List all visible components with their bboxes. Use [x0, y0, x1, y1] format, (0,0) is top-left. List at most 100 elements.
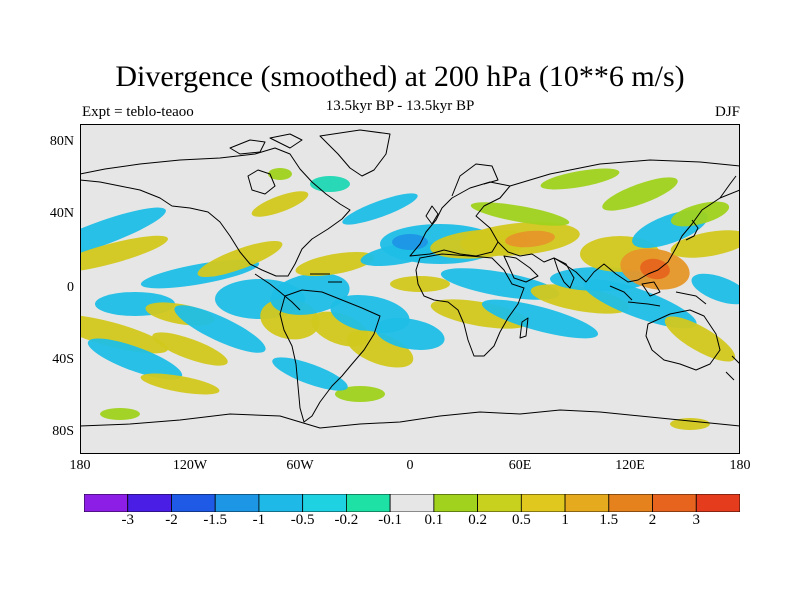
colorbar-box-5 — [302, 494, 347, 512]
coast-british-isles — [425, 205, 439, 225]
lon-label-120w: 120W — [172, 458, 208, 473]
field-contour-36 — [691, 273, 740, 305]
colorbar-label-0: -3 — [121, 512, 134, 528]
colorbar-box-8 — [433, 494, 479, 512]
lon-label-60e: 60E — [508, 458, 532, 473]
colorbar-box-7 — [389, 494, 435, 512]
field-contour-35 — [670, 230, 740, 258]
coast-north-america — [80, 147, 351, 277]
field-contour-46 — [335, 386, 385, 402]
field-contour-28 — [530, 284, 630, 314]
coast-south-america — [279, 289, 381, 423]
period-label: 13.5kyr BP - 13.5kyr BP — [325, 98, 475, 114]
field-contour-40 — [251, 191, 309, 217]
coast-africa — [415, 253, 525, 357]
coast-antarctica — [80, 409, 740, 429]
field-contour-47 — [272, 357, 348, 391]
field-contour-44 — [602, 177, 678, 211]
coast-caribbean — [310, 273, 342, 283]
colorbar-label-12: 2 — [648, 512, 657, 528]
field-contour-16 — [375, 318, 445, 350]
coast-india — [553, 257, 575, 289]
field-contour-19 — [390, 276, 450, 292]
field-contour-22 — [392, 234, 428, 250]
colorbar-label-2: -1.5 — [203, 512, 228, 528]
field-contour-3 — [197, 240, 283, 278]
coast-central-america — [254, 273, 301, 311]
colorbar-box-10 — [520, 494, 566, 512]
field-contour-37 — [664, 316, 736, 362]
lat-label-40s: 40S — [52, 352, 74, 367]
field-contour-49 — [100, 408, 140, 420]
coast-scandinavia — [451, 163, 499, 197]
field-contour-38 — [310, 176, 350, 192]
colorbar-label-11: 1.5 — [599, 512, 619, 528]
colorbar-label-3: -1 — [252, 512, 266, 528]
colorbar-label-7: 0.1 — [424, 512, 444, 528]
colorbar-label-6: -0.1 — [378, 512, 402, 528]
colorbar-label-10: 1 — [561, 512, 569, 528]
colorbar-box-6 — [345, 494, 391, 512]
field-contour-27 — [481, 299, 599, 339]
colorbar-label-5: -0.2 — [334, 512, 359, 528]
colorbar-label-8: 0.2 — [468, 512, 487, 528]
field-contour-45 — [670, 201, 730, 227]
coast-australia — [645, 309, 721, 371]
field-contour-42 — [470, 202, 570, 226]
coast-arctic-islands — [229, 133, 303, 155]
field-contour-39 — [268, 168, 292, 180]
colorbar-label-13: 3 — [692, 512, 701, 528]
lon-label-60w: 60W — [286, 458, 314, 473]
field-contour-50 — [670, 418, 710, 430]
coast-europe — [409, 181, 511, 257]
lat-label-eq: 0 — [67, 280, 74, 295]
chart-title: Divergence (smoothed) at 200 hPa (10**6 … — [115, 60, 685, 93]
coast-madagascar — [519, 317, 529, 339]
lon-label-180w: 180 — [69, 458, 91, 473]
colorbar-box-14 — [695, 494, 740, 512]
field-contour-25 — [440, 268, 560, 300]
colorbar-box-9 — [477, 494, 522, 512]
field-contour-24 — [505, 230, 555, 248]
field-contour-12 — [270, 273, 350, 315]
colorbar-box-13 — [652, 494, 697, 512]
field-contour-9 — [152, 332, 228, 366]
lat-label-40n: 40N — [49, 206, 74, 221]
colorbar-box-4 — [258, 494, 304, 512]
lon-label-180e: 180 — [729, 458, 751, 473]
field-contour-6 — [174, 305, 266, 353]
coast-asia — [497, 159, 740, 283]
colorbar-box-0 — [84, 494, 129, 512]
colorbar — [84, 494, 740, 512]
divergence-field — [80, 168, 740, 430]
field-contour-43 — [540, 168, 620, 190]
coast-kamchatka — [719, 175, 737, 199]
coast-indonesia — [609, 281, 707, 307]
divergence-map — [80, 124, 740, 454]
lat-label-80s: 80S — [52, 424, 74, 439]
colorbar-box-3 — [214, 494, 260, 512]
field-contour-41 — [342, 193, 418, 225]
map-frame — [80, 124, 740, 454]
coast-greenland — [319, 129, 391, 177]
coast-japan — [685, 219, 699, 241]
lon-label-120e: 120E — [615, 458, 645, 473]
field-contour-26 — [430, 299, 530, 329]
coast-arabia — [503, 255, 539, 283]
colorbar-box-2 — [171, 494, 216, 512]
field-contour-17 — [295, 251, 375, 277]
colorbar-box-11 — [564, 494, 610, 512]
colorbar-label-9: 0.5 — [511, 512, 531, 528]
colorbar-label-1: -2 — [165, 512, 178, 528]
season-label: DJF — [714, 104, 740, 120]
lon-label-0: 0 — [406, 458, 414, 473]
field-contour-8 — [87, 338, 183, 380]
colorbar-box-1 — [127, 494, 172, 512]
field-contour-33 — [583, 279, 697, 329]
coastlines — [80, 129, 740, 429]
colorbar-label-4: -0.5 — [290, 512, 315, 528]
coast-new-zealand — [725, 355, 740, 381]
coast-hudson-bay — [247, 169, 276, 195]
experiment-label: Expt = teblo-teaoo — [82, 104, 194, 120]
lat-label-80n: 80N — [49, 134, 74, 149]
